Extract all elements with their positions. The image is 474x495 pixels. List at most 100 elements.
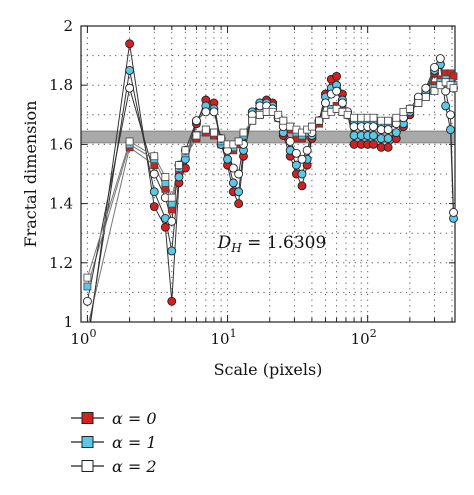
y-tick-label: 2 [63,17,73,35]
data-point [234,199,244,209]
y-tick-label: 1.2 [49,254,73,272]
data-point [332,71,342,81]
data-point [149,169,159,179]
data-point [369,139,378,149]
data-point-square [414,99,423,107]
data-point-square [315,116,323,125]
plot-frame [80,25,456,323]
data-point [228,163,238,173]
legend-label: α = 2 [112,457,157,476]
y-tick-label: 1.8 [49,76,73,94]
data-point-square [161,173,170,181]
data-point [192,116,201,126]
y-tick-label: 1.4 [49,195,73,213]
legend-marker [81,436,94,448]
data-point [391,128,401,138]
data-point-square [201,125,210,134]
data-point [446,110,455,120]
data-point [234,187,244,197]
series-line-0 [90,43,454,322]
series-layer [86,43,454,322]
data-point [149,187,159,197]
data-point-square [384,116,393,125]
data-point [223,154,232,164]
data-point [449,208,458,217]
marker-layer [82,39,458,306]
data-point [332,86,342,96]
data-point [291,148,301,158]
data-point [297,169,307,179]
data-point [441,86,451,96]
dh-annotation: DH = 1.6309 [217,233,327,255]
data-point [125,65,135,75]
data-point-square [248,116,257,125]
data-point-square [239,128,248,137]
data-point [167,216,177,226]
data-point [160,222,170,232]
axis-ticks: 100 101 102 1 1.2 1.4 1.6 1.8 2 [49,17,455,348]
data-point-square [210,128,218,137]
data-point [297,154,307,164]
data-point [297,181,307,191]
data-point-square [421,93,430,101]
data-point-square [392,113,401,122]
data-point-square [192,131,201,140]
y-tick-label: 1 [63,313,73,331]
legend-label: α = 1 [112,433,157,452]
data-point [383,142,393,152]
legend-marker [81,412,94,424]
y-axis-title: Fractal dimension [21,101,40,248]
y-tick-label: 1.6 [49,135,73,153]
data-point-square [167,193,176,202]
grid [81,26,455,322]
data-point [369,131,378,140]
data-point [149,202,159,212]
data-point-square [255,110,264,119]
data-point [125,83,135,93]
data-point [167,246,177,256]
data-point-square [125,137,134,146]
data-point [383,134,393,143]
dh-subscript: H [230,241,242,255]
data-point [435,54,445,64]
data-point-square [175,161,183,170]
data-point-square [181,146,190,155]
x-tick-label: 101 [210,327,236,348]
data-point [82,296,92,306]
data-point-square [308,122,316,131]
data-point [383,125,393,135]
data-point-square [449,84,458,93]
data-point-square [343,110,352,119]
legend: α = 0 α = 1 α = 2 [71,409,157,476]
data-point-square [357,113,366,122]
data-point-square [350,113,358,122]
dh-value: = 1.6309 [242,233,327,253]
data-point [446,125,455,135]
data-point-square [399,107,408,116]
data-point [291,160,301,170]
data-point-square [279,116,288,125]
data-point [430,62,439,72]
x-tick-label: 100 [70,327,96,348]
data-point-square [150,152,159,161]
data-point-square [217,134,226,143]
legend-marker [81,460,94,472]
x-tick-label: 102 [351,327,377,348]
series-line-4 [86,57,454,302]
data-point-square [83,282,92,291]
data-point [369,122,378,132]
legend-label: α = 0 [112,409,157,428]
data-point-square [405,104,414,113]
dh-symbol: D [217,233,232,253]
data-point [285,136,295,146]
data-point-square [274,110,283,119]
data-point [441,101,451,111]
data-point [228,178,238,188]
data-point-square [377,116,386,125]
data-point [167,296,177,306]
data-point-square [234,137,243,146]
data-point [234,169,244,179]
data-point-square [83,273,92,282]
data-point [421,83,431,93]
